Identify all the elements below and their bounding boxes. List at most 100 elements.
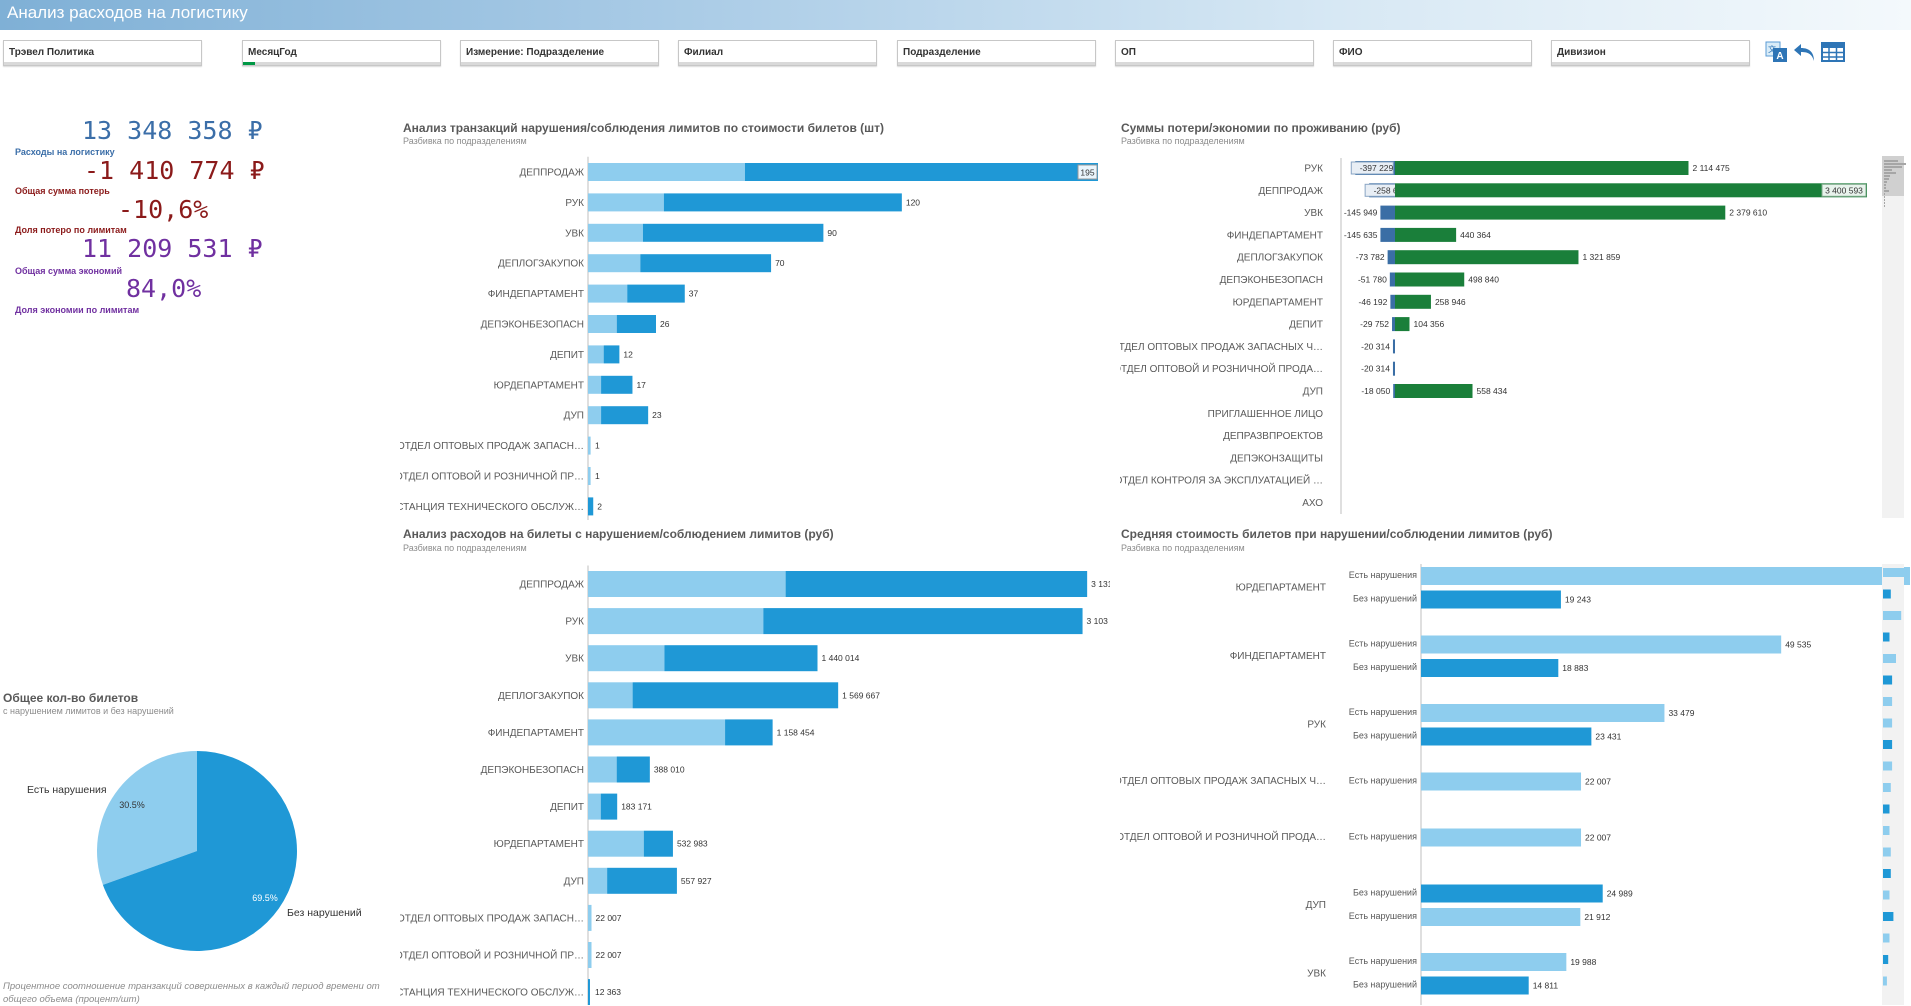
pie-title: Общее кол-во билетов [3, 691, 139, 705]
chart2-bar-violations [588, 719, 726, 746]
filter-month-year[interactable]: МесяцГод [242, 40, 441, 66]
chart1-bar-violations [588, 223, 643, 242]
chart4-row-label: Есть нарушения [1349, 832, 1417, 842]
chart4-category-label: ФИНДЕПАРТАМЕНТ [1230, 651, 1326, 662]
chart1-category-label: ДУП [564, 411, 584, 422]
chart1-value-label: 12 [623, 349, 633, 359]
chart4-value-label: 33 479 [1668, 708, 1694, 718]
kpi-economy-value: 11 209 531 ₽ [82, 234, 263, 263]
chart4-minimap-bar [1883, 847, 1891, 857]
chart3-minimap-bar [1884, 187, 1886, 189]
chart4-value-label: 22 007 [1585, 777, 1611, 787]
chart1-bar-violations [588, 284, 628, 303]
filter-branch[interactable]: Филиал [678, 40, 877, 66]
chart3-bar-loss [1392, 339, 1395, 354]
chart1-bar-violations [588, 467, 591, 485]
chart4-minimap-bar [1883, 654, 1896, 663]
chart1-value-label: 70 [775, 258, 785, 268]
kpi-losses-label: Общая сумма потерь [15, 186, 110, 196]
chart4-bar [1421, 953, 1567, 971]
chart1-value-label: 17 [636, 380, 646, 390]
chart3-category-label: ДЕППРОДАЖ [1258, 186, 1323, 197]
language-icon[interactable]: A 文 [1764, 40, 1790, 64]
chart2-bar-no-violations [785, 571, 1088, 597]
chart3-minimap-bar [1884, 199, 1885, 201]
chart3-category-label: ДЕПЭКОНЗАЩИТЫ [1230, 453, 1323, 464]
pie-pct-violations: 30.5% [119, 800, 145, 810]
pie-slice-no-violations [102, 751, 298, 951]
chart2-category-label: ДЕПЭКОНБЕЗОПАСН [481, 765, 584, 776]
chart1-category-label: РУК [565, 198, 584, 209]
pie-pct-no-violations: 69.5% [252, 893, 278, 903]
chart4-minimap-bar [1883, 804, 1890, 814]
chart1-category-label: ДЕПЭКОНБЕЗОПАСН [481, 320, 584, 331]
chart2-value-label: 557 927 [681, 876, 712, 886]
chart3-economy-label: 104 356 [1413, 319, 1444, 329]
filter-travel-policy[interactable]: Трэвел Политика [3, 40, 202, 66]
chart1-bar-violations [588, 345, 604, 364]
chart4-minimap-bar [1883, 632, 1890, 642]
filter-label: Трэвел Политика [9, 47, 95, 58]
chart3-bar-loss [1393, 384, 1395, 398]
chart3-economy-label-box [1821, 183, 1867, 197]
chart4-row-label: Есть нарушения [1349, 776, 1417, 786]
chart1-bar-no-violations [616, 315, 656, 333]
chart1-bar-no-violations [601, 406, 649, 425]
filter-division[interactable]: Дивизион [1551, 40, 1750, 66]
chart1-value-label: 120 [906, 197, 920, 207]
chart4-subtitle: Разбивка по подразделениям [1121, 543, 1245, 553]
chart3-loss-label: -145 949 [1344, 208, 1378, 218]
chart2-bar-no-violations [763, 608, 1083, 635]
chart4-row-label: Без нарушений [1353, 594, 1417, 604]
chart2-category-label: СТАНЦИЯ ТЕХНИЧЕСКОГО ОБСЛУЖ… [400, 988, 584, 999]
chart3-loss-label: -20 314 [1361, 341, 1390, 351]
filter-label: Подразделение [903, 47, 981, 58]
filter-dimension[interactable]: Измерение: Подразделение [460, 40, 659, 66]
undo-icon[interactable] [1792, 40, 1818, 64]
kpi-losses-value: -1 410 774 ₽ [84, 156, 265, 185]
chart3-category-label: ОТДЕЛ КОНТРОЛЯ ЗА ЭКСПЛУАТАЦИЕЙ … [1120, 474, 1323, 487]
filter-fio[interactable]: ФИО [1333, 40, 1532, 66]
chart2-bar-no-violations [607, 867, 677, 894]
chart1-value-label: 90 [827, 228, 837, 238]
filter-label: МесяцГод [248, 47, 297, 58]
chart4-bar [1421, 908, 1581, 926]
chart3-category-label: ОТДЕЛ ОПТОВОЙ И РОЗНИЧНОЙ ПРОДА… [1120, 362, 1323, 375]
chart1-bar-violations [588, 375, 602, 394]
svg-text:A: A [1776, 51, 1783, 62]
chart2-category-label: ЮРДЕПАРТАМЕНТ [494, 839, 584, 850]
chart3-category-label: ПРИГЛАШЕННОЕ ЛИЦО [1208, 409, 1324, 420]
chart3-economy-label: 2 114 475 [1692, 163, 1729, 173]
chart4-minimap-bar [1883, 869, 1891, 878]
chart4-bar [1421, 772, 1582, 791]
chart4-row-label: Без нарушений [1353, 662, 1417, 672]
chart3-economy-label: 1 321 859 [1582, 252, 1620, 262]
chart1-value-label: 195 [1080, 168, 1094, 178]
chart2-bar-violations [588, 830, 644, 857]
chart3-minimap-bar [1884, 196, 1885, 198]
chart4-bar [1421, 659, 1559, 677]
table-icon[interactable] [1820, 40, 1846, 64]
chart4-value-label: 14 811 [1533, 981, 1559, 991]
chart3-minimap-bar [1884, 175, 1890, 177]
chart4-value-label: 19 243 [1565, 595, 1591, 605]
chart2-category-label: ДЕПИТ [550, 802, 584, 813]
chart4-value-label: 18 883 [1562, 663, 1588, 673]
filter-label: Филиал [684, 47, 724, 58]
chart1-category-label: ОТДЕЛ ОПТОВЫХ ПРОДАЖ ЗАПАСН… [400, 441, 584, 452]
svg-text:文: 文 [1768, 44, 1776, 54]
filter-subdivision[interactable]: Подразделение [897, 40, 1096, 66]
chart4-value-label: 19 988 [1570, 957, 1596, 967]
chart2-bar-violations [588, 645, 665, 672]
chart3-bar-economy [1395, 205, 1726, 220]
chart1-bar-violations [588, 406, 602, 425]
chart1-category-label: ОТДЕЛ ОПТОВОЙ И РОЗНИЧНОЙ ПР… [400, 470, 584, 483]
filter-op[interactable]: ОП [1115, 40, 1314, 66]
chart4-minimap-bar [1883, 912, 1894, 921]
chart3-economy-label: 258 946 [1435, 297, 1466, 307]
chart2-expenses-bar: ДЕППРОДАЖ 3 131 941 РУК 3 103 073 УВК 1 440 0… [400, 565, 1110, 1005]
chart1-title: Анализ транзакций нарушения/соблюдения л… [403, 121, 885, 135]
kpi-logistics-expenses-label: Расходы на логистику [15, 147, 115, 157]
chart4-bar [1421, 567, 1910, 585]
chart4-category-label: ЮРДЕПАРТАМЕНТ [1236, 582, 1326, 593]
